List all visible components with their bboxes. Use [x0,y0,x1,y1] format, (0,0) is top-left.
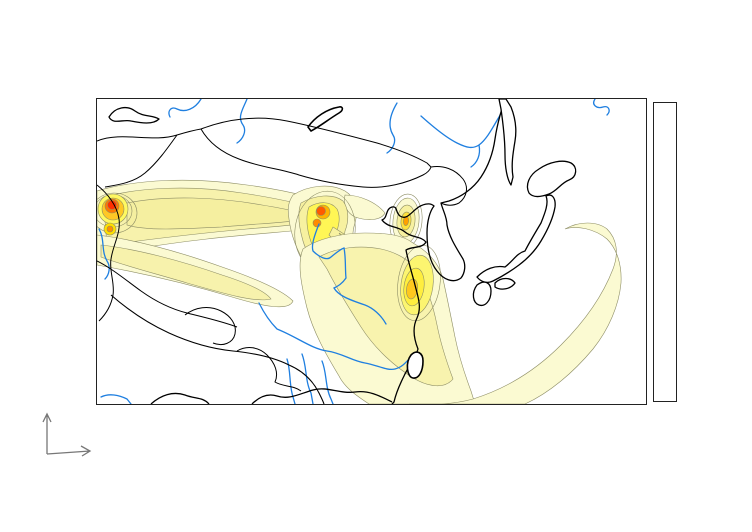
map-plot-area [96,98,647,405]
coastline-layer [97,99,577,404]
river-layer [98,99,610,404]
axis-indicator-icon [42,412,92,457]
dust-contour-layer [97,179,622,404]
colorbar [653,102,677,402]
